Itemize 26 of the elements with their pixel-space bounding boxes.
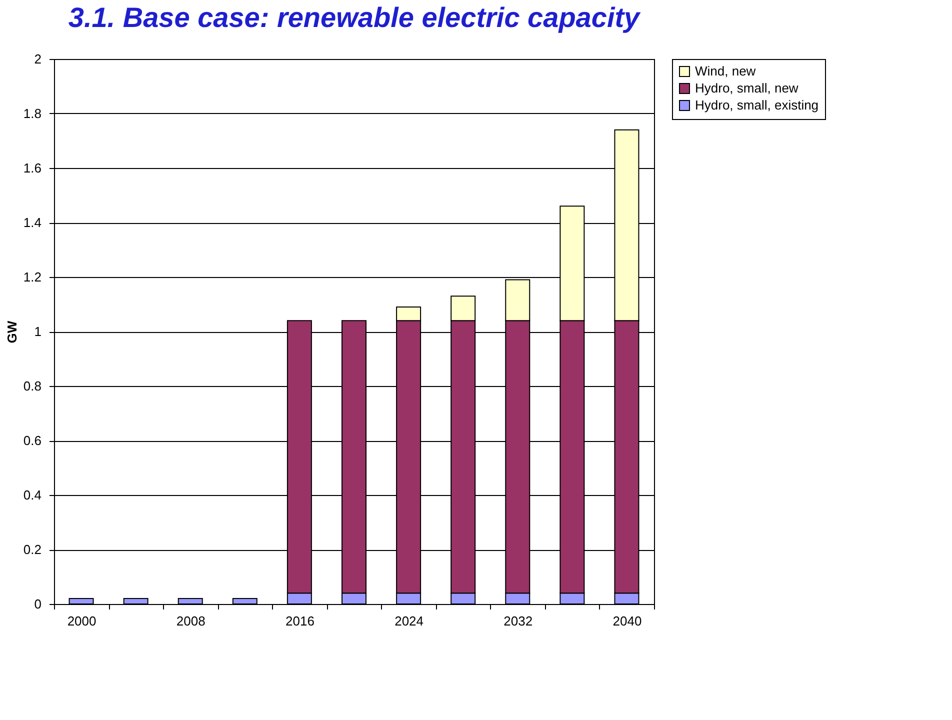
legend-label: Hydro, small, existing: [695, 98, 819, 112]
y-tick-label: 0.8: [23, 378, 42, 394]
x-tick-label: 2040: [612, 614, 642, 628]
bar: [178, 598, 203, 604]
y-tick-label: 1.8: [23, 106, 42, 121]
x-tick-label: 2024: [394, 614, 424, 628]
y-tick-label: 1.2: [23, 270, 42, 284]
y-tick-label: 1.6: [23, 160, 42, 176]
y-tick-label: 1: [34, 324, 42, 339]
bar: [68, 598, 94, 604]
legend-label: Wind, new: [695, 64, 756, 78]
y-tick-label: 2: [34, 52, 42, 66]
x-tick-label: 2016: [285, 614, 314, 628]
x-tick-label: 2008: [176, 614, 206, 628]
y-tick-label: 1.4: [23, 215, 42, 230]
y-tick-label: 0: [34, 596, 42, 612]
x-tick-label: 2000: [67, 614, 96, 628]
y-tick-label: 0.2: [23, 542, 42, 557]
y-axis-title: GW: [4, 320, 20, 344]
y-tick-label: 0.6: [23, 433, 42, 448]
y-tick-label: 0.4: [23, 488, 42, 502]
x-tick-label: 2032: [504, 614, 533, 628]
bar: [123, 598, 148, 604]
bar: [232, 598, 258, 604]
legend-label: Hydro, small, new: [695, 80, 799, 96]
chart-title: 3.1. Base case: renewable electric capacity: [68, 2, 642, 33]
